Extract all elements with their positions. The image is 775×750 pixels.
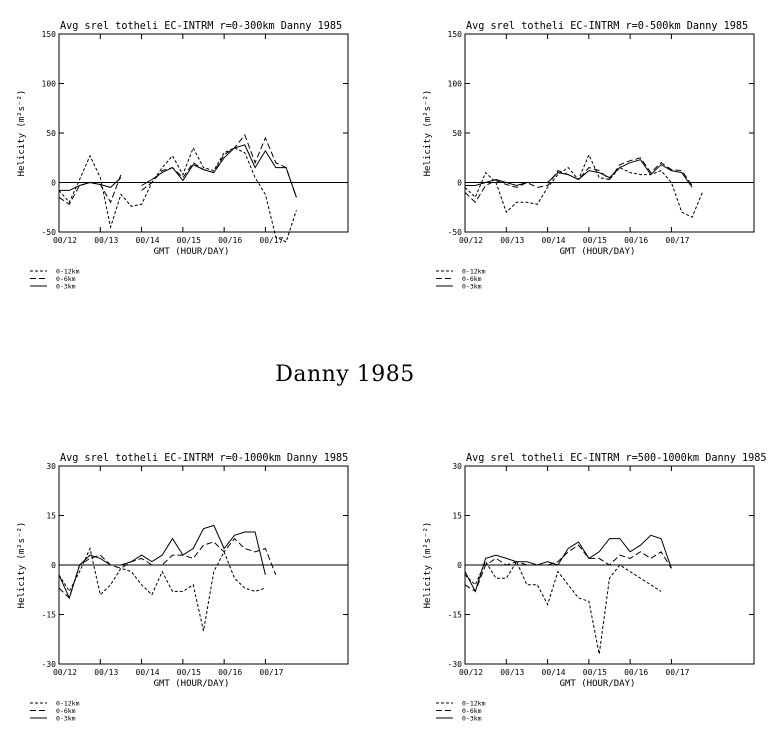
series-line-0-12km: [58, 146, 297, 243]
x-tick-label: 00/12: [53, 236, 77, 245]
x-tick-label: 00/14: [136, 236, 160, 245]
legend-label: 0-12km: [56, 700, 80, 708]
legend-label: 0-6km: [56, 707, 76, 715]
legend-label: 0-3km: [462, 715, 482, 723]
y-tick-label: 15: [46, 512, 56, 521]
chart-title: Avg srel totheli EC-INTRM r=500-1000km D…: [466, 453, 767, 464]
x-tick-label: 00/15: [583, 668, 607, 677]
legend-label: 0-6km: [462, 707, 482, 715]
series-line-0-3km: [141, 144, 297, 198]
x-tick-label: 00/17: [259, 668, 283, 677]
y-axis-label: Helicity (m²s⁻²): [423, 90, 433, 177]
y-tick-label: 150: [42, 30, 57, 39]
x-tick-label: 00/12: [459, 668, 483, 677]
x-axis-label: GMT (HOUR/DAY): [560, 247, 636, 257]
y-tick-label: -15: [448, 611, 463, 620]
x-tick-label: 00/16: [218, 236, 242, 245]
y-tick-label: 0: [457, 561, 462, 570]
x-tick-label: 00/15: [583, 236, 607, 245]
x-axis-label: GMT (HOUR/DAY): [154, 679, 230, 689]
series-line-0-3km: [464, 534, 672, 593]
x-tick-label: 00/17: [665, 236, 689, 245]
x-tick-label: 00/12: [459, 236, 483, 245]
chart-title: Avg srel totheli EC-INTRM r=0-500km Dann…: [466, 21, 748, 32]
chart-title: Avg srel totheli EC-INTRM r=0-300km Dann…: [60, 21, 342, 32]
y-axis-label: Helicity (m²s⁻²): [423, 522, 433, 609]
legend-label: 0-6km: [462, 275, 482, 283]
series-line-0-6km: [464, 544, 672, 593]
x-tick-label: 00/12: [53, 668, 77, 677]
y-tick-label: 15: [452, 512, 462, 521]
legend-label: 0-3km: [56, 715, 76, 723]
series-line-0-6km: [464, 157, 693, 204]
x-tick-label: 00/16: [624, 668, 648, 677]
y-tick-label: 50: [46, 129, 56, 138]
legend-label: 0-3km: [462, 283, 482, 291]
y-tick-label: 30: [452, 462, 462, 471]
x-tick-label: 00/15: [177, 236, 201, 245]
x-tick-label: 00/14: [542, 236, 566, 245]
y-tick-label: 0: [51, 179, 56, 188]
x-tick-label: 00/14: [136, 668, 160, 677]
x-tick-label: 00/16: [218, 668, 242, 677]
y-tick-label: 50: [452, 129, 462, 138]
x-tick-label: 00/14: [542, 668, 566, 677]
chart-title: Avg srel totheli EC-INTRM r=0-1000km Dan…: [60, 453, 348, 464]
x-tick-label: 00/15: [177, 668, 201, 677]
y-tick-label: 150: [448, 30, 463, 39]
x-tick-label: 00/13: [500, 236, 524, 245]
y-axis-label: Helicity (m²s⁻²): [17, 90, 27, 177]
x-tick-label: 00/16: [624, 236, 648, 245]
y-tick-label: 0: [51, 561, 56, 570]
y-tick-label: -50: [42, 228, 57, 237]
x-tick-label: 00/13: [94, 236, 118, 245]
y-axis-label: Helicity (m²s⁻²): [17, 522, 27, 609]
series-line-0-12km: [58, 546, 266, 632]
y-tick-label: 100: [448, 80, 463, 89]
y-tick-label: 0: [457, 179, 462, 188]
x-axis-label: GMT (HOUR/DAY): [560, 679, 636, 689]
x-tick-label: 00/17: [259, 236, 283, 245]
series-line-0-3km: [59, 177, 122, 191]
series-line-0-6km: [58, 174, 122, 206]
series-line-0-12km: [464, 560, 662, 655]
series-line-0-12km: [464, 153, 703, 218]
x-tick-label: 00/13: [94, 668, 118, 677]
x-tick-label: 00/13: [500, 668, 524, 677]
x-axis-label: GMT (HOUR/DAY): [154, 247, 230, 257]
y-tick-label: -15: [42, 611, 57, 620]
series-line-0-3km: [58, 524, 266, 600]
series-line-0-3km: [465, 159, 693, 188]
y-tick-label: -30: [448, 660, 463, 669]
x-tick-label: 00/17: [665, 668, 689, 677]
legend-label: 0-12km: [56, 268, 80, 276]
legend-label: 0-12km: [462, 268, 486, 276]
figure-title: Danny 1985: [275, 362, 415, 387]
y-tick-label: -50: [448, 228, 463, 237]
y-tick-label: 100: [42, 80, 57, 89]
legend-label: 0-3km: [56, 283, 76, 291]
legend-label: 0-6km: [56, 275, 76, 283]
legend-label: 0-12km: [462, 700, 486, 708]
y-tick-label: -30: [42, 660, 57, 669]
y-tick-label: 30: [46, 462, 56, 471]
